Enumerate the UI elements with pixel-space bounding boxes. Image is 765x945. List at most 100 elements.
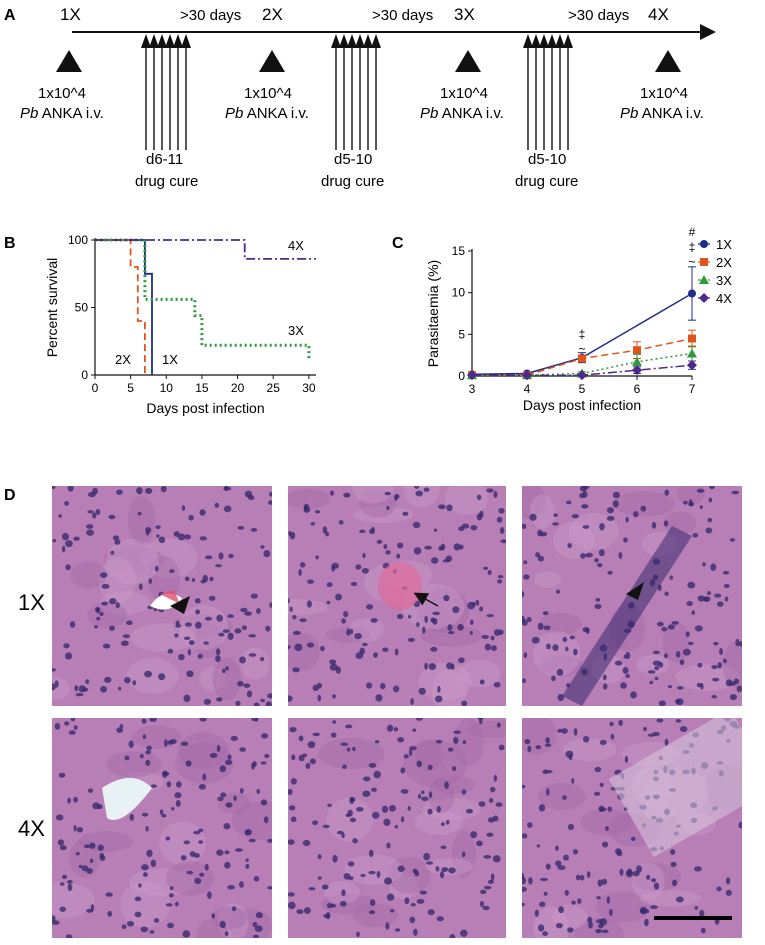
tissue-patch <box>636 654 670 675</box>
nucleus <box>722 658 727 664</box>
svg-text:1x10^4: 1x10^4 <box>38 85 86 102</box>
nucleus <box>146 745 152 751</box>
nucleus <box>332 854 338 863</box>
data-point-4x <box>467 370 477 381</box>
nucleus <box>529 513 537 521</box>
nucleus <box>74 685 79 692</box>
nucleus <box>436 916 444 922</box>
nucleus <box>594 791 601 796</box>
nucleus <box>417 793 422 799</box>
nucleus <box>256 608 261 614</box>
nucleus <box>122 634 131 639</box>
tissue-patch <box>99 591 151 615</box>
tissue-patch <box>420 624 483 647</box>
nucleus <box>461 700 468 706</box>
arrow-icon <box>413 592 439 607</box>
nucleus <box>326 582 333 588</box>
nucleus <box>99 852 105 859</box>
nucleus <box>435 866 440 872</box>
x-tick-label: 15 <box>195 381 209 395</box>
nucleus <box>124 676 131 684</box>
nucleus <box>384 491 391 496</box>
x-tick-label: 7 <box>689 382 696 396</box>
nucleus <box>544 743 552 747</box>
nucleus <box>602 683 608 690</box>
tissue-patch <box>359 489 397 518</box>
tissue-patch <box>632 863 665 902</box>
nucleus <box>424 662 428 670</box>
nucleus <box>499 526 505 535</box>
nucleus <box>640 505 647 512</box>
nucleus <box>332 694 336 699</box>
nucleus <box>132 680 137 686</box>
nucleus <box>175 620 180 626</box>
nucleus <box>656 621 664 627</box>
nucleus <box>699 909 705 918</box>
nucleus <box>536 844 541 848</box>
nucleus <box>571 514 579 519</box>
nucleus <box>522 619 528 626</box>
nucleus <box>92 512 97 519</box>
nucleus <box>729 538 736 542</box>
nucleus <box>476 494 482 500</box>
data-point-1x <box>688 289 696 298</box>
nucleus <box>288 645 291 650</box>
nucleus <box>486 613 494 618</box>
nucleus <box>99 572 108 578</box>
tissue-patch <box>349 618 385 642</box>
y-tick-label: 5 <box>458 327 465 341</box>
nucleus <box>699 505 703 509</box>
nucleus <box>260 657 265 662</box>
nucleus <box>260 698 266 703</box>
nucleus <box>68 730 76 735</box>
tissue-patch <box>414 809 463 835</box>
nucleus <box>341 618 347 624</box>
nucleus <box>535 745 542 750</box>
nucleus <box>252 921 258 928</box>
tissue-patch <box>218 903 249 938</box>
nucleus <box>125 620 133 626</box>
nucleus <box>416 898 425 904</box>
nucleus <box>245 863 250 869</box>
nucleus <box>362 552 366 559</box>
nucleus <box>345 813 351 818</box>
nucleus <box>369 899 376 906</box>
nucleus <box>573 648 578 656</box>
nucleus <box>73 536 80 541</box>
nucleus <box>116 727 124 734</box>
nucleus <box>587 916 593 924</box>
nucleus <box>599 739 607 745</box>
nucleus <box>497 579 503 584</box>
nucleus <box>141 718 147 724</box>
histology-1x-c <box>522 486 742 706</box>
nucleus <box>581 504 589 509</box>
nucleus <box>323 913 330 919</box>
nucleus <box>159 809 164 815</box>
nucleus <box>321 884 329 890</box>
nucleus <box>571 900 576 905</box>
nucleus <box>675 698 684 706</box>
nucleus <box>87 788 94 793</box>
nucleus <box>476 840 483 847</box>
nucleus <box>618 552 623 559</box>
cure-label-1: drug cure <box>135 173 198 190</box>
nucleus <box>343 492 351 498</box>
nucleus <box>223 505 232 513</box>
nucleus <box>412 521 421 529</box>
infection-triangle-2 <box>259 50 285 72</box>
data-point-2x <box>688 334 696 343</box>
nucleus <box>248 838 256 843</box>
tissue-patch <box>178 605 229 651</box>
nucleus <box>630 836 636 842</box>
nucleus <box>294 643 303 652</box>
nucleus <box>145 759 151 767</box>
nucleus <box>586 871 591 878</box>
cure-days-2: d5-10 <box>334 151 372 168</box>
tissue-patch <box>539 612 583 635</box>
nucleus <box>599 807 607 812</box>
nucleus <box>224 486 228 492</box>
nucleus <box>558 906 564 914</box>
cure-arrow-head <box>331 34 341 48</box>
cure-arrow-head <box>523 34 533 48</box>
